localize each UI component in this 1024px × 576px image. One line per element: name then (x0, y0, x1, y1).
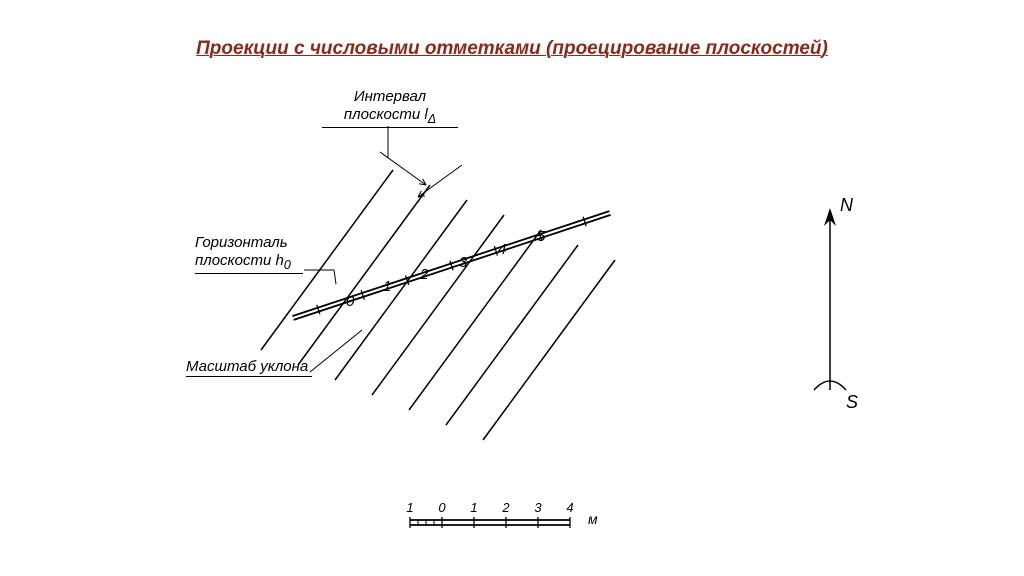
contour-line-2 (335, 200, 467, 380)
interval-arrow-b (418, 165, 462, 197)
contour-line-5 (446, 245, 578, 425)
horizontal-label: Горизонталь плоскости h0 (195, 234, 305, 274)
contour-num-1: 1 (383, 278, 391, 295)
interval-label: Интервал плоскости lΔ (320, 88, 460, 128)
contour-line-1 (298, 185, 430, 365)
contour-line-3 (372, 215, 504, 395)
contour-num-0: 0 (346, 293, 355, 310)
horiz-leader-b (334, 270, 336, 284)
scale-num-0: 1 (406, 500, 413, 515)
slope-leader (310, 330, 362, 372)
scale-num-5: 4 (566, 500, 573, 515)
scale-num-3: 2 (501, 500, 510, 515)
contour-num-3: 3 (459, 254, 468, 271)
scale-num-4: 3 (534, 500, 542, 515)
scalebar-unit: м (588, 511, 598, 527)
contour-num-4: 4 (498, 241, 506, 258)
diagram-svg: 012345101234м (0, 0, 1024, 576)
contour-num-5: 5 (537, 228, 546, 245)
scale-num-2: 1 (470, 500, 477, 515)
contour-line-4 (409, 230, 541, 410)
scale-num-1: 0 (438, 500, 446, 515)
slope-label: Масштаб уклона (186, 358, 316, 377)
contour-line-6 (483, 260, 615, 440)
interval-arrow-a (380, 152, 426, 185)
south-label: S (846, 392, 858, 414)
contour-num-2: 2 (419, 266, 429, 283)
north-label: N (840, 195, 853, 217)
